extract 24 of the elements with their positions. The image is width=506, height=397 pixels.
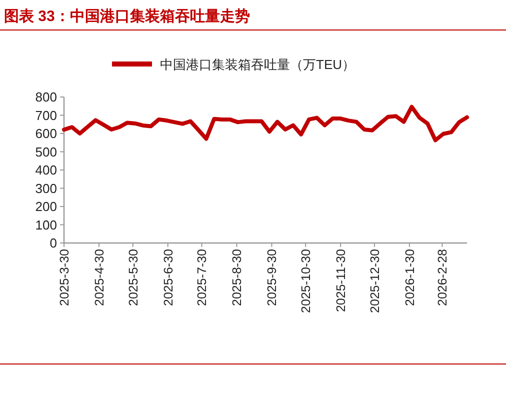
y-tick-label: 200: [35, 199, 57, 214]
x-tick-label: 2025-8-30: [230, 248, 244, 306]
chart-title: 图表 33：中国港口集装箱吞吐量走势: [4, 8, 250, 25]
y-tick-label: 100: [35, 217, 57, 232]
x-tick-label: 2026-1-30: [402, 248, 417, 306]
y-tick-label: 300: [35, 180, 57, 196]
line-series: [62, 104, 469, 142]
x-tick-label: 2025-4-30: [92, 248, 106, 306]
x-tick-label: 2025-12-30: [368, 248, 382, 313]
x-tick-label: 2025-11-30: [334, 248, 348, 312]
y-tick-label: 600: [35, 126, 57, 141]
y-tick-label: 0: [50, 236, 57, 250]
y-tick-label: 500: [35, 144, 57, 160]
x-tick-label: 2025-3-30: [58, 248, 72, 306]
legend-label: 中国港口集装箱吞吐量（万TEU）: [160, 57, 355, 72]
x-tick-label: 2025-9-30: [265, 248, 280, 306]
x-tick-label: 2026-2-28: [436, 248, 450, 306]
y-tick-label: 800: [35, 90, 57, 104]
x-tick-label: 2025-10-30: [299, 248, 314, 313]
y-tick-label: 400: [35, 162, 57, 178]
x-tick-label: 2025-5-30: [126, 248, 140, 306]
y-tick-label: 700: [35, 108, 57, 123]
x-tick-label: 2025-7-30: [195, 248, 210, 306]
x-tick-label: 2025-6-30: [161, 248, 176, 306]
